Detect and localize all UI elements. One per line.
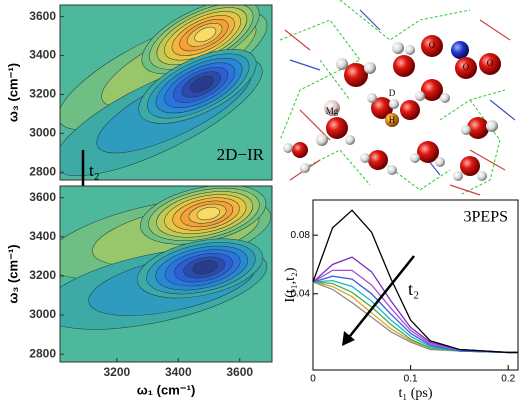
- series-line: [312, 275, 518, 354]
- annotation: 2D−IR: [217, 145, 265, 164]
- y-axis-label: ω₃ (cm⁻¹): [5, 63, 20, 122]
- contour-level: [192, 260, 218, 275]
- arrow: [349, 255, 415, 337]
- y-tick-label: 0.04: [291, 288, 311, 299]
- contours: [60, 186, 272, 330]
- contours: [60, 5, 268, 177]
- atom-label: O: [429, 40, 436, 50]
- y-axis-label: I(t₁,t₂): [283, 267, 298, 302]
- y-tick-label: 0.08: [291, 230, 311, 241]
- x-tick-label: 0.1: [404, 374, 418, 385]
- y-tick-label: 3400: [29, 48, 56, 62]
- arrow-label: t₂: [408, 279, 419, 299]
- x-tick-label: 3400: [165, 365, 192, 379]
- y-tick-label: 3600: [29, 9, 56, 23]
- atom-label: H: [389, 115, 396, 125]
- atom-label: D: [389, 88, 396, 98]
- y-axis-label: ω₃ (cm⁻¹): [5, 244, 20, 303]
- molecule-image: O O O Mg D H: [279, 0, 516, 196]
- y-tick-label: 3000: [29, 126, 56, 140]
- series-line: [312, 209, 518, 354]
- y-tick-label: 3000: [29, 307, 56, 321]
- x-axis-label: t₁ (ps): [398, 386, 432, 401]
- contour-level: [190, 75, 214, 93]
- atom-label: O: [463, 62, 470, 72]
- y-tick-label: 3200: [29, 268, 56, 282]
- plot-frame: [59, 185, 273, 363]
- y-tick-label: 3200: [29, 87, 56, 101]
- atom-label: Mg: [326, 106, 339, 116]
- atom-label: O: [487, 58, 494, 68]
- y-tick-label: 2800: [29, 164, 56, 178]
- annotation: 3PEPS: [464, 209, 508, 226]
- x-tick-label: 3200: [103, 365, 130, 379]
- contour-level: [196, 206, 220, 221]
- contour-level: [194, 26, 217, 43]
- x-axis-label: ω₁ (cm⁻¹): [137, 382, 196, 397]
- y-tick-label: 3400: [29, 229, 56, 243]
- plot-frame: [59, 4, 273, 181]
- x-tick-label: 0.2: [501, 374, 515, 385]
- y-tick-label: 3600: [29, 190, 56, 204]
- x-tick-label: 0: [310, 374, 316, 385]
- arrow-label: t₂: [89, 161, 100, 180]
- arrow-head: [342, 331, 355, 346]
- x-tick-label: 3600: [226, 365, 253, 379]
- y-tick-label: 2800: [29, 346, 56, 360]
